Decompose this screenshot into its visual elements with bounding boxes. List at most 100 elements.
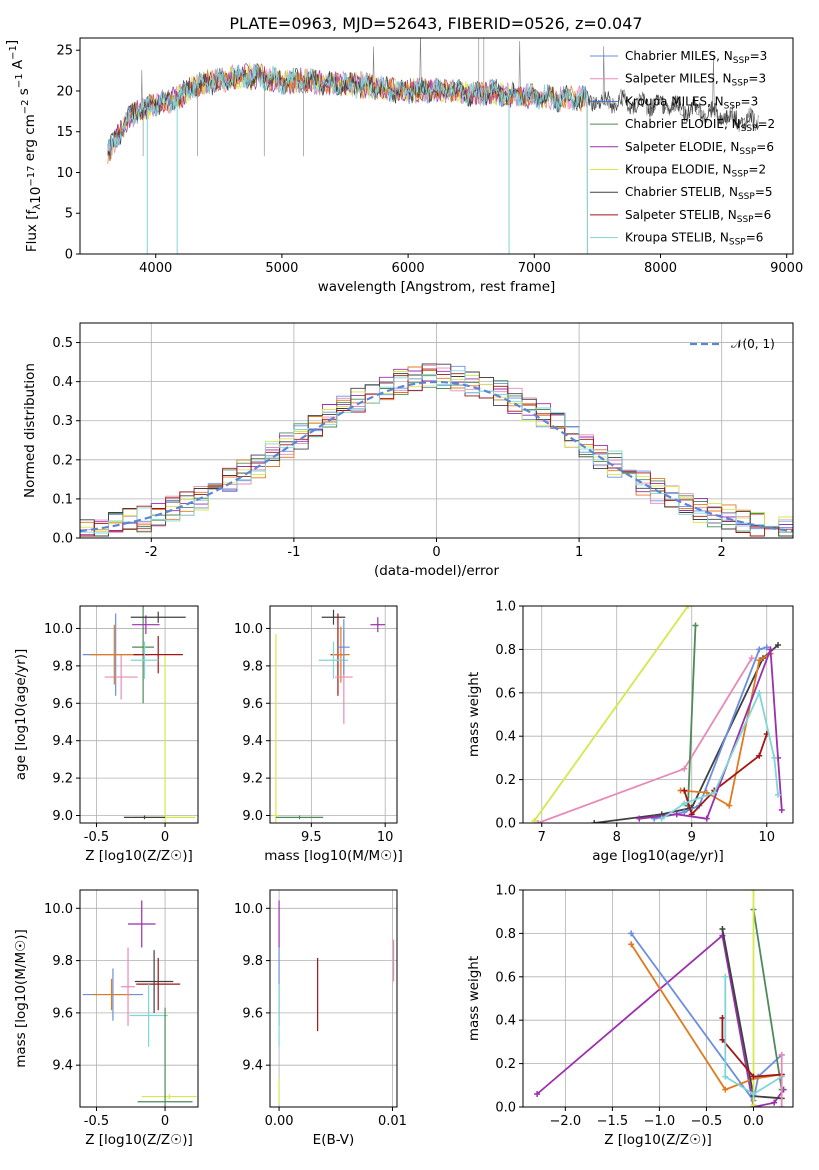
- legend-entry: Chabrier ELODIE, NSSP=2: [625, 117, 775, 134]
- legend-name: Chabrier ELODIE, N: [625, 117, 741, 131]
- x-tick-label: 10: [377, 830, 394, 845]
- series-marker: [658, 815, 665, 822]
- y-axis-label: Normed distribution: [22, 363, 38, 498]
- legend-tail: =6: [746, 231, 764, 245]
- series-marker: [750, 1090, 757, 1097]
- y-tick-label: 10.0: [44, 902, 73, 917]
- series-marker: [591, 820, 598, 823]
- x-tick-label: 7000: [518, 261, 551, 276]
- series-marker: [692, 622, 699, 629]
- y-tick-label: 0.2: [495, 1057, 516, 1072]
- y-tick-label: 9.8: [242, 954, 263, 969]
- normal-reference-curve: [80, 380, 793, 533]
- histogram-salpeter_stelib: [80, 368, 793, 537]
- series-marker: [628, 930, 635, 937]
- y-tick-label: 9.4: [52, 734, 73, 749]
- y-axis-label: mass weight: [466, 672, 482, 757]
- y-tick-label: 9.4: [242, 734, 263, 749]
- histogram-kroupa_stelib: [80, 370, 793, 534]
- y-tick-label: 9.6: [52, 697, 73, 712]
- series-line: [630, 932, 783, 1103]
- panel-mass-vs-ebv: 0.00 0.01 9.4 9.6 9.8 10.0 E(B-V): [234, 889, 407, 1148]
- series-marker: [748, 655, 755, 662]
- x-tick-label: 9.5: [301, 830, 322, 845]
- plot-area: [80, 363, 793, 537]
- series-marker: [771, 754, 778, 761]
- legend-name: Salpeter MILES, N: [625, 72, 732, 86]
- y-tick-label: 9.6: [242, 697, 263, 712]
- series-marker: [711, 789, 718, 796]
- y-tick-label: 10.0: [234, 902, 263, 917]
- series-marker: [756, 752, 763, 759]
- x-tick-label: -1: [287, 545, 300, 560]
- panel-spectrum: 4000 5000 6000 7000 8000 9000 0 5 10 15 20 25 wavele…: [4, 37, 803, 295]
- y-tick-label: 0.4: [495, 730, 516, 745]
- spectrum-line-kroupa_stelib: [107, 64, 588, 152]
- x-tick-label: −1.5: [597, 1114, 629, 1129]
- y-tick-label: 9.6: [52, 1006, 73, 1021]
- legend-entry: Salpeter MILES, NSSP=3: [625, 72, 766, 89]
- y-axis-label-part: s: [16, 88, 32, 99]
- histogram-chabrier_stelib: [80, 363, 793, 537]
- x-tick-label: 7: [538, 830, 546, 845]
- legend-tail: =6: [756, 140, 774, 154]
- axes-frame: [79, 37, 794, 255]
- x-axis-label: (data-model)/error: [374, 563, 500, 579]
- series-marker: [771, 1099, 778, 1106]
- series-line: [683, 733, 768, 817]
- legend-entry: Kroupa ELODIE, NSSP=2: [625, 163, 766, 180]
- y-axis-label-part: erg cm: [22, 114, 38, 165]
- x-tick-label: 0: [432, 545, 440, 560]
- x-tick-label: 0.0: [743, 1114, 764, 1129]
- legend-name: Kroupa MILES, N: [625, 94, 724, 108]
- y-tick-label: 1.0: [495, 600, 516, 615]
- y-axis-label-part: A: [10, 59, 26, 73]
- panel-mass-vs-metallicity: -0.5 0 9.4 9.6 9.8 10.0 Z [log10(Z/Z☉)] mass [l…: [13, 889, 199, 1148]
- x-tick-label: 5000: [265, 261, 298, 276]
- series-marker: [767, 646, 774, 653]
- x-tick-label: 0.00: [265, 1114, 294, 1129]
- plot-area: [278, 900, 395, 1105]
- legend-name: Chabrier STELIB, N: [625, 185, 738, 199]
- y-tick-label: 25: [56, 44, 73, 59]
- y-tick-label: 10: [56, 166, 73, 181]
- y-tick-label: 0.3: [52, 414, 73, 429]
- y-tick-label: 0.4: [495, 1014, 516, 1029]
- x-tick-label: 2: [718, 545, 726, 560]
- y-axis-label-part: Flux [f: [24, 209, 40, 253]
- plot-area: [82, 606, 196, 823]
- x-axis-label: Z [log10(Z/Z☉)]: [604, 1132, 712, 1148]
- x-axis-label: Z [log10(Z/Z☉)]: [85, 848, 193, 864]
- series-marker: [750, 890, 757, 893]
- series-marker: [722, 1086, 729, 1093]
- y-tick-label: 0.6: [495, 686, 516, 701]
- series-line: [630, 943, 782, 1091]
- axes-frame: [79, 605, 199, 824]
- x-tick-label: 6000: [392, 261, 425, 276]
- series-marker: [726, 802, 733, 809]
- y-axis-label: mass weight: [466, 956, 482, 1041]
- x-tick-label: -0.5: [84, 1114, 109, 1129]
- series-marker: [778, 1104, 785, 1107]
- legend-name: Salpeter STELIB, N: [625, 208, 737, 222]
- x-tick-label: 0: [161, 830, 169, 845]
- panel-massweight-vs-age: 7 8 9 10 0.0 0.2 0.4 0.6 0.8 1.0 age [log10(age/yr…: [466, 600, 794, 864]
- series-marker: [722, 973, 729, 980]
- legend-sub: SSP: [741, 124, 758, 134]
- series-marker: [673, 811, 680, 818]
- axes-frame: [269, 889, 398, 1108]
- x-tick-label: −1.0: [644, 1114, 676, 1129]
- legend-tail: =2: [748, 163, 766, 177]
- series-marker: [763, 644, 770, 651]
- legend-name: Kroupa ELODIE, N: [625, 163, 732, 177]
- y-tick-label: 9.0: [242, 809, 263, 824]
- series-marker: [756, 689, 763, 696]
- series-marker: [534, 1090, 541, 1097]
- x-tick-label: -0.5: [84, 830, 109, 845]
- plot-area: [82, 900, 197, 1107]
- y-tick-label: 0.8: [495, 643, 516, 658]
- x-tick-label: −0.5: [691, 1114, 723, 1129]
- panel-age-vs-metallicity: -0.5 0 9.0 9.2 9.4 9.6 9.8 10.0 Z [log10(Z/Z☉)] a…: [13, 605, 199, 864]
- x-tick-label: −2.0: [550, 1114, 582, 1129]
- histogram-salpeter_miles: [80, 364, 793, 533]
